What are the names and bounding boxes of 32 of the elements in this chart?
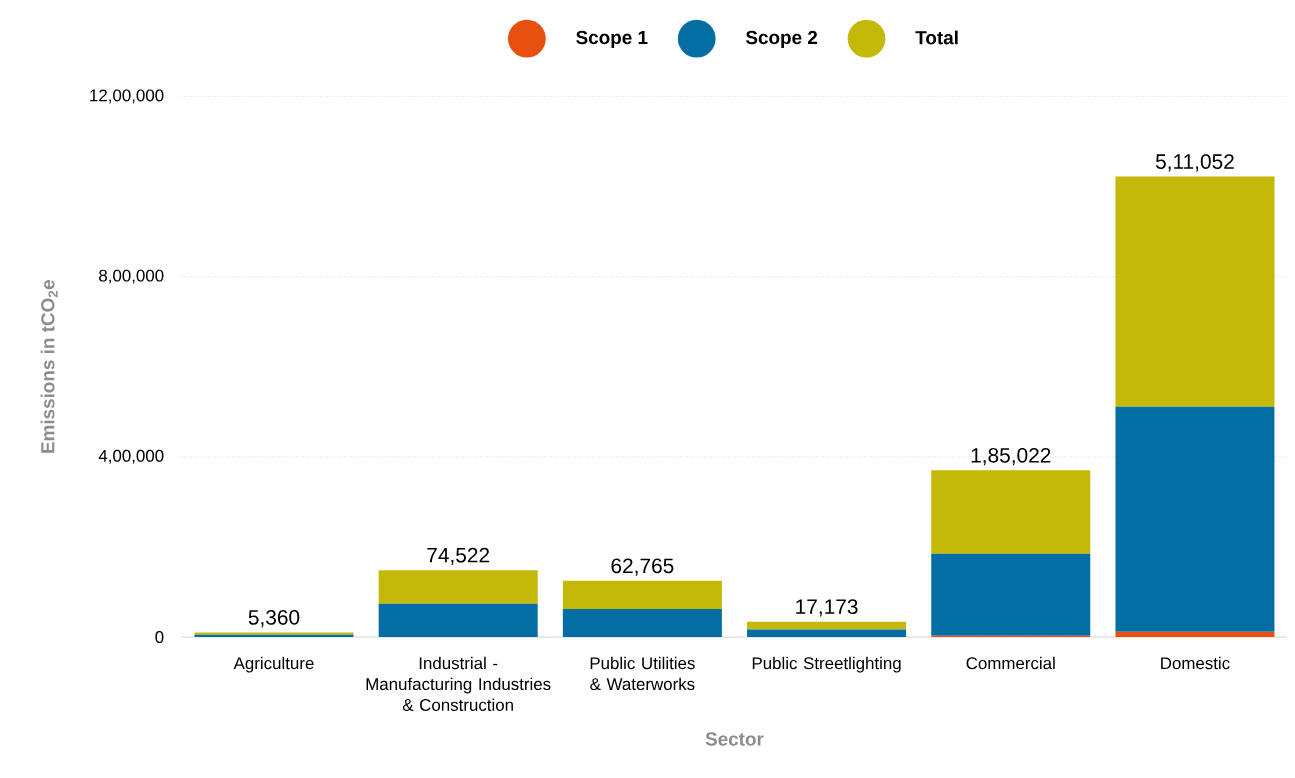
x-tick-label: Industrial - Manufacturing Industries & Construction xyxy=(366,656,551,711)
bar xyxy=(931,470,1091,554)
x-axis-title: Sector xyxy=(705,732,764,746)
legend-label: Scope 1 xyxy=(576,30,648,48)
bar xyxy=(747,629,907,637)
bar xyxy=(378,570,538,604)
y-tick-label: 12,00,000 xyxy=(90,89,164,104)
y-tick-label: 8,00,000 xyxy=(99,269,164,284)
x-tick-label: Public Streetlighting xyxy=(752,656,901,673)
y-tick-label: 0 xyxy=(155,630,164,643)
data-label: 5,11,052 xyxy=(1155,154,1234,172)
bar xyxy=(378,603,538,637)
x-tick-label: Commercial xyxy=(966,656,1055,670)
y-axis-title: Emissions in tCO$_{2}$e xyxy=(40,279,58,453)
bar xyxy=(931,553,1091,636)
bar xyxy=(562,609,722,637)
data-label: 5,360 xyxy=(248,609,300,628)
bar xyxy=(562,580,722,610)
data-label: 17,173 xyxy=(796,599,858,617)
legend-label: Total xyxy=(915,30,958,45)
data-label: 62,765 xyxy=(611,558,674,576)
data-label: 1,85,022 xyxy=(971,447,1051,466)
y-tick-label: 4,00,000 xyxy=(98,449,164,464)
bar xyxy=(1115,176,1275,407)
legend-label: Scope 2 xyxy=(745,30,818,48)
data-label: 74,522 xyxy=(427,547,490,565)
bar xyxy=(1115,631,1275,637)
x-tick-label: Domestic xyxy=(1161,656,1230,670)
x-tick-label: Public Utilities & Waterworks xyxy=(590,656,695,690)
bar xyxy=(1115,406,1275,632)
bar xyxy=(747,621,907,630)
x-tick-label: Agriculture xyxy=(233,656,314,673)
